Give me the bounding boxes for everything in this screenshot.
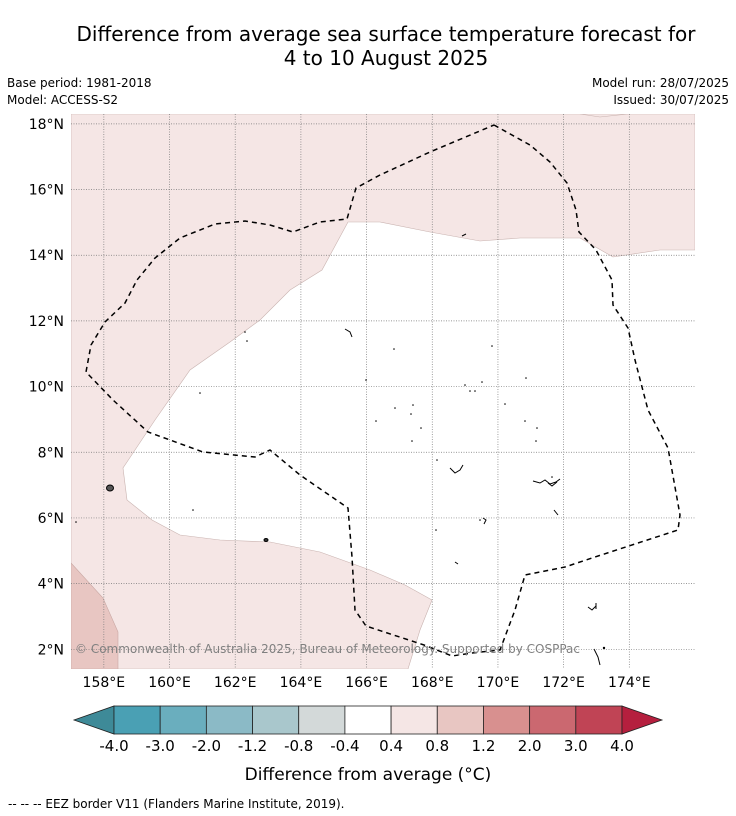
map-plot-area: © Commonwealth of Australia 2025, Bureau… bbox=[71, 114, 695, 669]
issued-text: Issued: 30/07/2025 bbox=[613, 93, 729, 107]
longitude-tick-label: 174°E bbox=[608, 675, 651, 691]
latitude-tick-label: 4°N bbox=[38, 577, 64, 593]
latitude-tick-label: 18°N bbox=[29, 117, 64, 133]
colorbar-tick-label: -4.0 bbox=[99, 737, 128, 755]
colorbar-tick-label: 0.8 bbox=[425, 737, 449, 755]
colorbar-tick-label: 2.0 bbox=[518, 737, 542, 755]
latitude-tick-label: 16°N bbox=[29, 183, 64, 199]
top-edge-anomaly-strip bbox=[579, 114, 629, 118]
eez-border-line bbox=[85, 124, 681, 657]
colorbar-tick-label: -1.2 bbox=[238, 737, 267, 755]
model-text: Model: ACCESS-S2 bbox=[7, 93, 119, 107]
latitude-tick-label: 8°N bbox=[38, 445, 64, 461]
longitude-tick-label: 160°E bbox=[148, 675, 191, 691]
longitude-tick-label: 158°E bbox=[83, 675, 126, 691]
colorbar-tick-label: -3.0 bbox=[146, 737, 175, 755]
eez-legend-note: -- -- -- EEZ border V11 (Flanders Marine… bbox=[8, 797, 345, 811]
colorbar-cell bbox=[529, 705, 577, 735]
latitude-tick-label: 10°N bbox=[29, 380, 64, 396]
colorbar-cell bbox=[113, 705, 161, 735]
colorbar-cells bbox=[113, 705, 623, 735]
colorbar-tick-label: 1.2 bbox=[472, 737, 496, 755]
latitude-tick-label: 6°N bbox=[38, 511, 64, 527]
latitude-tick-label: 14°N bbox=[29, 248, 64, 264]
colorbar-tick-labels: -4.0 -3.0 -2.0 -1.2 -0.8 -0.4 0.4 0.8 1.2 2.0 3.0 4… bbox=[99, 737, 634, 755]
colorbar-cell bbox=[483, 705, 531, 735]
latitude-labels: 2°N 4°N 6°N 8°N 10°N 12°N 14°N 16°N 18°N bbox=[29, 117, 64, 658]
colorbar-cell bbox=[205, 705, 253, 735]
island-outlines bbox=[106, 233, 601, 666]
latitude-tick-label: 12°N bbox=[29, 314, 64, 330]
atoll-dots bbox=[75, 331, 606, 650]
colorbar-tick-label: 3.0 bbox=[564, 737, 588, 755]
copyright-notice: © Commonwealth of Australia 2025, Bureau… bbox=[75, 642, 580, 656]
colorbar-label: Difference from average (°C) bbox=[245, 765, 492, 785]
colorbar-tick-label: 4.0 bbox=[610, 737, 634, 755]
colorbar-cell bbox=[344, 705, 392, 735]
colorbar-tick-label: -0.4 bbox=[330, 737, 359, 755]
longitude-tick-label: 168°E bbox=[411, 675, 454, 691]
colorbar-cell bbox=[436, 705, 484, 735]
base-period-text: Base period: 1981-2018 bbox=[7, 76, 152, 90]
model-run-text: Model run: 28/07/2025 bbox=[591, 76, 729, 90]
colorbar-under-arrow bbox=[72, 705, 115, 735]
map-title-line-2: 4 to 10 August 2025 bbox=[283, 46, 489, 70]
longitude-tick-label: 164°E bbox=[280, 675, 323, 691]
colorbar-cell bbox=[390, 705, 438, 735]
longitude-tick-label: 166°E bbox=[345, 675, 388, 691]
longitude-tick-label: 162°E bbox=[214, 675, 257, 691]
map-gridlines bbox=[71, 114, 695, 669]
longitude-tick-label: 172°E bbox=[542, 675, 585, 691]
colorbar-cell bbox=[298, 705, 346, 735]
colorbar-tick-label: -2.0 bbox=[192, 737, 221, 755]
longitude-tick-label: 170°E bbox=[477, 675, 520, 691]
latitude-tick-label: 2°N bbox=[38, 642, 64, 658]
strong-anomaly-region bbox=[71, 562, 119, 669]
colorbar-cell bbox=[575, 705, 623, 735]
colorbar: -4.0 -3.0 -2.0 -1.2 -0.8 -0.4 0.4 0.8 1.2 2.0 3.0 4… bbox=[72, 705, 664, 785]
warm-anomaly-region bbox=[71, 114, 695, 669]
colorbar-tick-label: 0.4 bbox=[379, 737, 403, 755]
colorbar-cell bbox=[252, 705, 300, 735]
colorbar-cell bbox=[159, 705, 207, 735]
longitude-labels: 158°E 160°E 162°E 164°E 166°E 168°E 170°E 172°E… bbox=[83, 675, 651, 691]
map-title-line-1: Difference from average sea surface temp… bbox=[76, 22, 696, 46]
colorbar-tick-label: -0.8 bbox=[284, 737, 313, 755]
colorbar-over-arrow bbox=[621, 705, 664, 735]
